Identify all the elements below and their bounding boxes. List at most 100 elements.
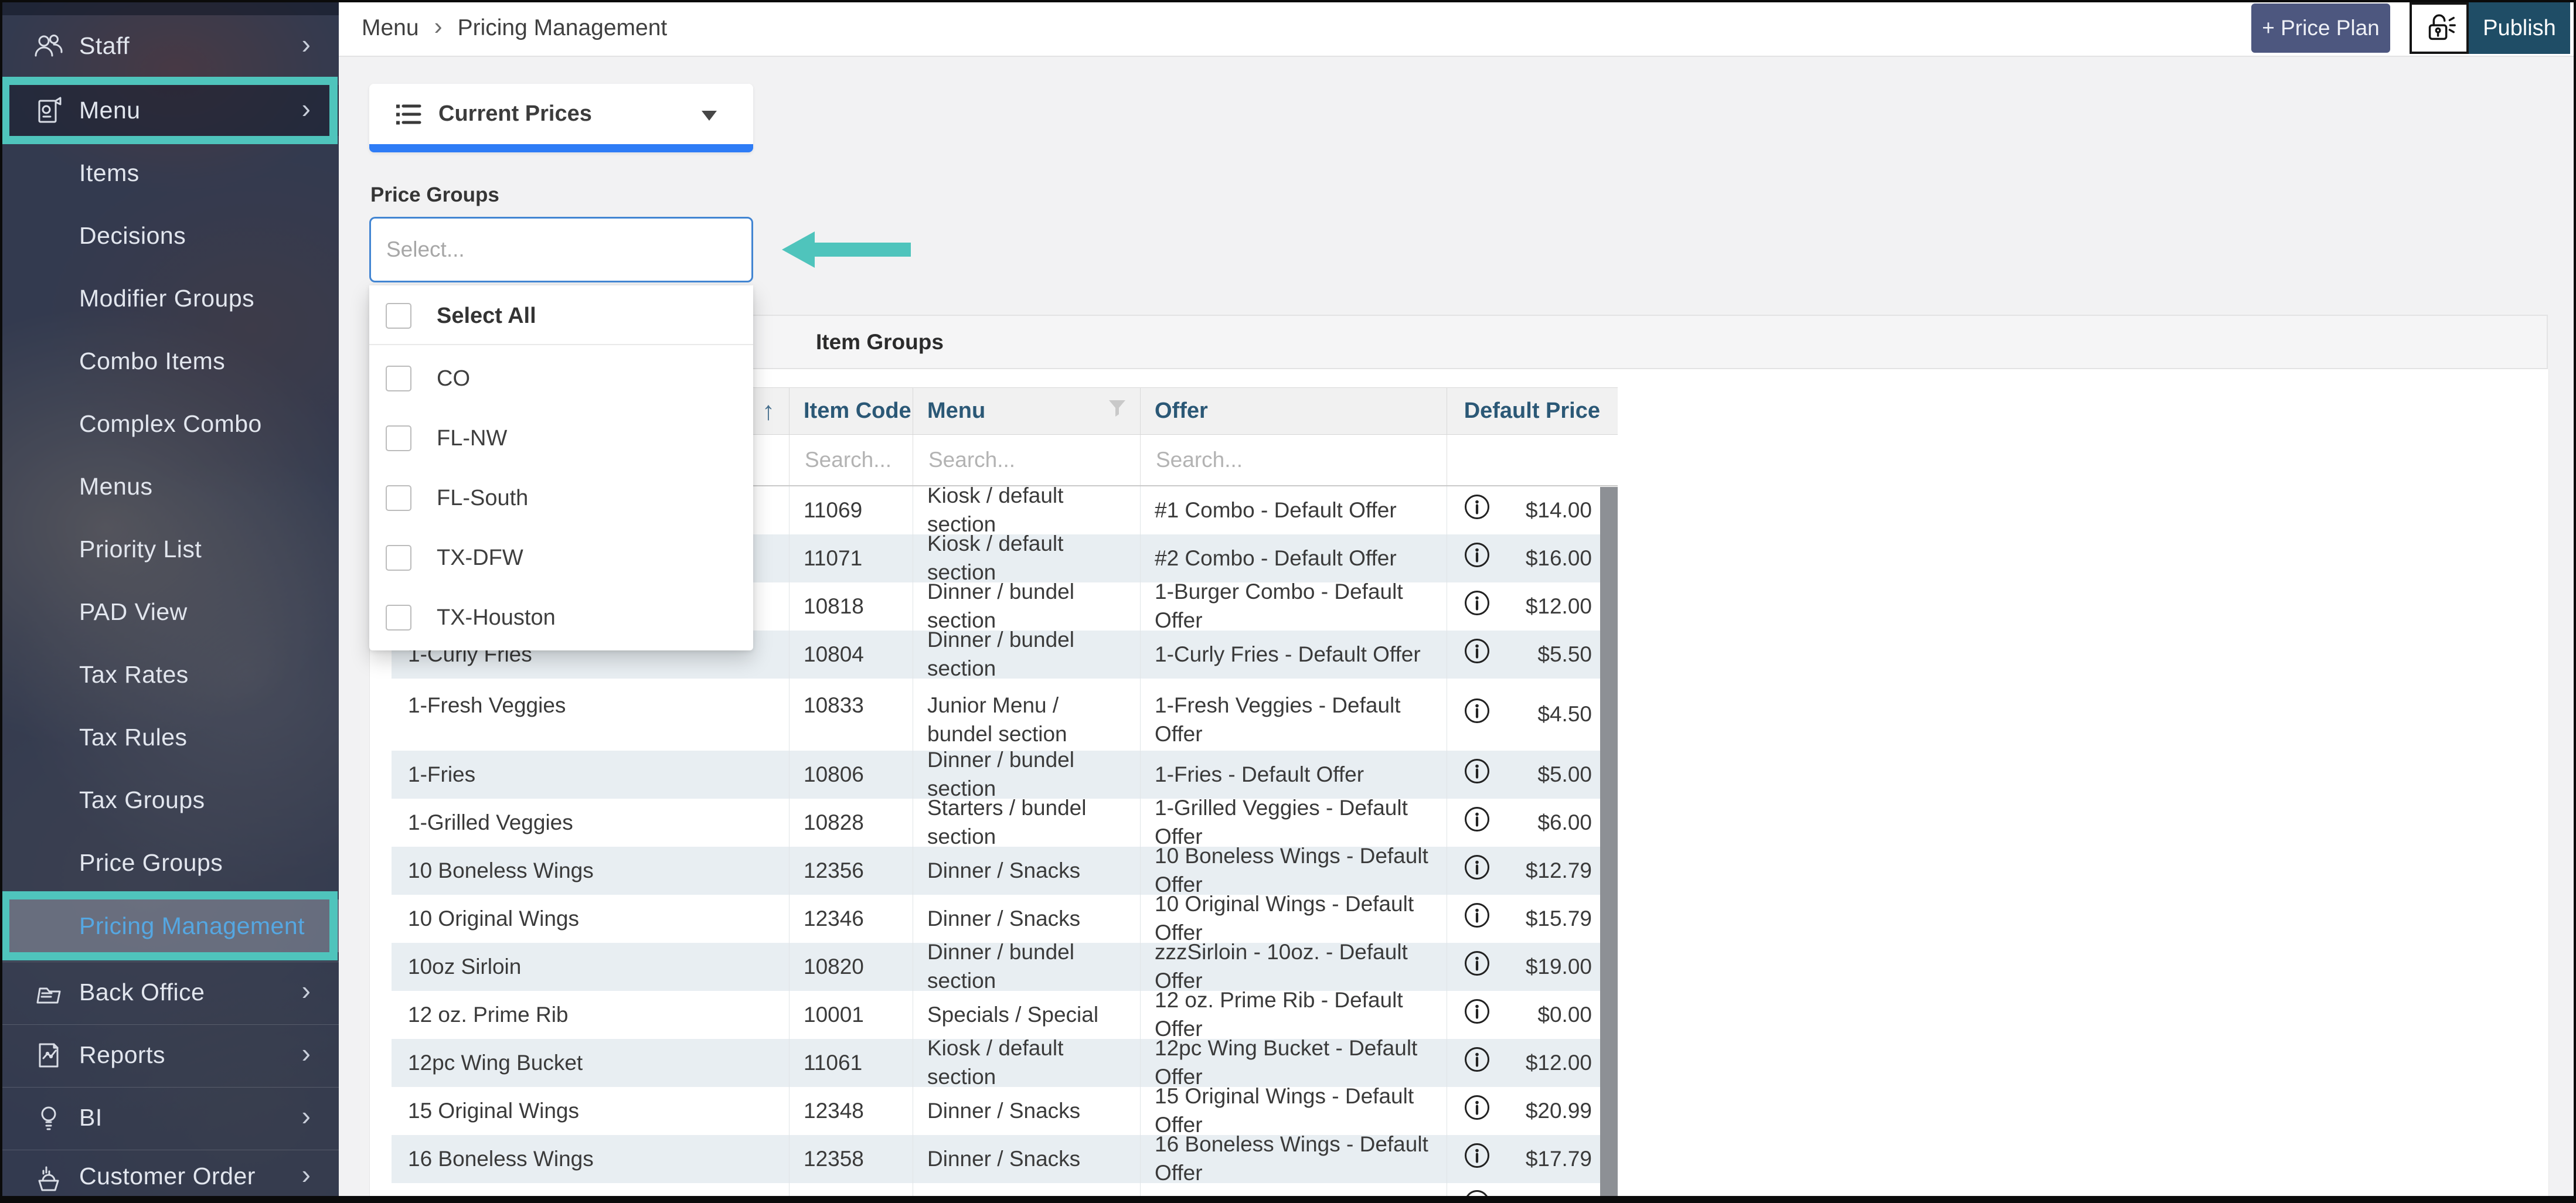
sidebar-item-staff[interactable]: Staff ›	[0, 15, 339, 77]
breadcrumb-menu[interactable]: Menu	[362, 15, 419, 40]
publish-lock-button[interactable]	[2410, 2, 2469, 54]
dropdown-option-tx-houston[interactable]: TX-Houston	[369, 588, 753, 647]
sidebar-item-label: Menu	[79, 97, 141, 124]
option-checkbox[interactable]	[386, 485, 411, 511]
info-icon[interactable]	[1464, 697, 1491, 732]
cell-default-price: $5.00	[1447, 751, 1618, 799]
cell-menu: Junior Menu / bundel section	[913, 679, 1140, 751]
option-checkbox[interactable]	[386, 605, 411, 631]
price-groups-select-input[interactable]: Select...	[369, 217, 753, 282]
sidebar-item-label: Staff	[79, 32, 130, 59]
dropdown-option-select-all[interactable]: Select All	[369, 289, 753, 343]
sidebar-item-price-groups[interactable]: Price Groups	[0, 833, 339, 892]
column-header-offer[interactable]: Offer	[1140, 388, 1447, 434]
list-icon	[395, 101, 423, 127]
sidebar-item-customer-order[interactable]: Customer Order ›	[0, 1150, 339, 1203]
chevron-down-icon	[702, 111, 717, 121]
sidebar-item-menus[interactable]: Menus	[0, 457, 339, 516]
sidebar-item-tax-rules[interactable]: Tax Rules	[0, 708, 339, 766]
info-icon[interactable]	[1464, 950, 1491, 984]
sidebar-item-pad-view[interactable]: PAD View	[0, 582, 339, 641]
topbar: Menu › Pricing Management + Price Plan P…	[339, 0, 2576, 57]
sidebar-item-complex-combo[interactable]: Complex Combo	[0, 394, 339, 453]
info-icon[interactable]	[1464, 758, 1491, 792]
cell-item-code: 10828	[789, 799, 913, 847]
search-offer-input[interactable]: Search...	[1140, 435, 1447, 485]
info-icon[interactable]	[1464, 493, 1491, 528]
table-row[interactable]: 10 Boneless Wings 12356 Dinner / Snacks 10 …	[392, 847, 1618, 895]
sort-ascending-icon[interactable]: ↑	[762, 396, 775, 425]
table-row[interactable]: 10oz Sirloin 10820 Dinner / bundel section…	[392, 943, 1618, 991]
price-view-selector[interactable]: Current Prices	[369, 84, 753, 152]
vertical-scrollbar[interactable]	[1600, 487, 1618, 1196]
info-icon[interactable]	[1464, 1046, 1491, 1081]
publish-button[interactable]: Publish	[2469, 2, 2570, 54]
column-header-menu[interactable]: Menu	[913, 388, 1140, 434]
dropdown-option-co[interactable]: CO	[369, 349, 753, 408]
cell-menu: Dinner / bundel section	[913, 582, 1140, 631]
info-icon[interactable]	[1464, 1189, 1491, 1203]
sidebar-item-label: Items	[79, 159, 139, 186]
dropdown-option-fl-south[interactable]: FL-South	[369, 468, 753, 528]
sidebar-item-reports[interactable]: Reports ›	[0, 1024, 339, 1086]
menu-card-icon	[32, 94, 66, 128]
sidebar-item-items[interactable]: Items	[0, 144, 339, 202]
cell-menu: Dinner / Snacks	[913, 847, 1140, 895]
info-icon[interactable]	[1464, 998, 1491, 1032]
sidebar-item-decisions[interactable]: Decisions	[0, 206, 339, 265]
info-icon[interactable]	[1464, 1142, 1491, 1177]
table-row[interactable]: 12pc Wing Bucket 11061 Kiosk / default sec…	[392, 1039, 1618, 1087]
info-icon[interactable]	[1464, 1094, 1491, 1129]
cell-offer: 1-Curly Fries - Default Offer	[1140, 631, 1447, 679]
option-checkbox[interactable]	[386, 425, 411, 451]
search-item-code-input[interactable]: Search...	[789, 435, 913, 485]
sidebar-item-menu[interactable]: Menu ›	[0, 85, 339, 136]
column-header-default-price[interactable]: Default Price	[1447, 388, 1618, 434]
cell-offer: 1-Burger Combo - Default Offer	[1140, 582, 1447, 631]
dropdown-option-fl-nw[interactable]: FL-NW	[369, 408, 753, 468]
sidebar-item-pricing-management[interactable]: Pricing Management	[0, 899, 339, 952]
search-menu-input[interactable]: Search...	[913, 435, 1140, 485]
sidebar-item-tax-rates[interactable]: Tax Rates	[0, 645, 339, 704]
info-icon[interactable]	[1464, 806, 1491, 840]
table-row[interactable]: 16 Boneless Wings 12358 Dinner / Snacks 16 …	[392, 1135, 1618, 1183]
option-checkbox[interactable]	[386, 366, 411, 391]
sidebar-item-priority-list[interactable]: Priority List	[0, 520, 339, 578]
sidebar-item-back-office[interactable]: Back Office ›	[0, 962, 339, 1023]
sidebar-item-modifier-groups[interactable]: Modifier Groups	[0, 269, 339, 328]
table-row[interactable]: 1-Fries 10806 Dinner / bundel section 1-Fri…	[392, 751, 1618, 799]
sidebar-item-combo-items[interactable]: Combo Items	[0, 332, 339, 390]
cell-menu: Dinner / bundel section	[913, 751, 1140, 799]
sidebar-item-label: Customer Order	[79, 1163, 256, 1190]
cell-name: 10 Original Wings	[408, 906, 580, 931]
info-icon[interactable]	[1464, 589, 1491, 624]
option-checkbox[interactable]	[386, 545, 411, 571]
info-icon[interactable]	[1464, 902, 1491, 936]
column-header-name[interactable]: ↑	[392, 388, 789, 434]
cell-item-code: 11069	[789, 486, 913, 534]
sidebar-item-bi[interactable]: BI ›	[0, 1087, 339, 1149]
table-row[interactable]: 15 Original Wings 12348 Dinner / Snacks 15 …	[392, 1087, 1618, 1135]
select-all-checkbox[interactable]	[386, 303, 411, 329]
cell-item-code: 12356	[789, 847, 913, 895]
column-header-item-code[interactable]: Item Code	[789, 388, 913, 434]
cell-menu: Kiosk / default section	[913, 534, 1140, 582]
info-icon[interactable]	[1464, 541, 1491, 576]
cell-item-code: 10804	[789, 631, 913, 679]
table-row[interactable]: 1-Grilled Veggies 10828 Starters / bundel …	[392, 799, 1618, 847]
info-icon[interactable]	[1464, 638, 1491, 672]
breadcrumb-pricing-management: Pricing Management	[457, 15, 668, 40]
table-row[interactable]: 12 oz. Prime Rib 10001 Specials / Special 1…	[392, 991, 1618, 1039]
table-row[interactable]: 1-Fresh Veggies 10833 Junior Menu / bundel…	[392, 679, 1618, 751]
dropdown-option-label: FL-South	[437, 485, 529, 510]
sidebar-item-tax-groups[interactable]: Tax Groups	[0, 771, 339, 829]
dropdown-option-tx-dfw[interactable]: TX-DFW	[369, 528, 753, 588]
filter-funnel-icon[interactable]	[1107, 398, 1127, 424]
price-plan-button[interactable]: + Price Plan	[2251, 4, 2390, 53]
sidebar-divider	[0, 1024, 339, 1025]
chevron-right-icon: ›	[301, 28, 311, 59]
sidebar-item-label: Menus	[79, 472, 153, 500]
info-icon[interactable]	[1464, 854, 1491, 888]
table-row[interactable]: 10 Original Wings 12346 Dinner / Snacks 10 …	[392, 895, 1618, 943]
cell-menu: Kiosk / default section	[913, 486, 1140, 534]
